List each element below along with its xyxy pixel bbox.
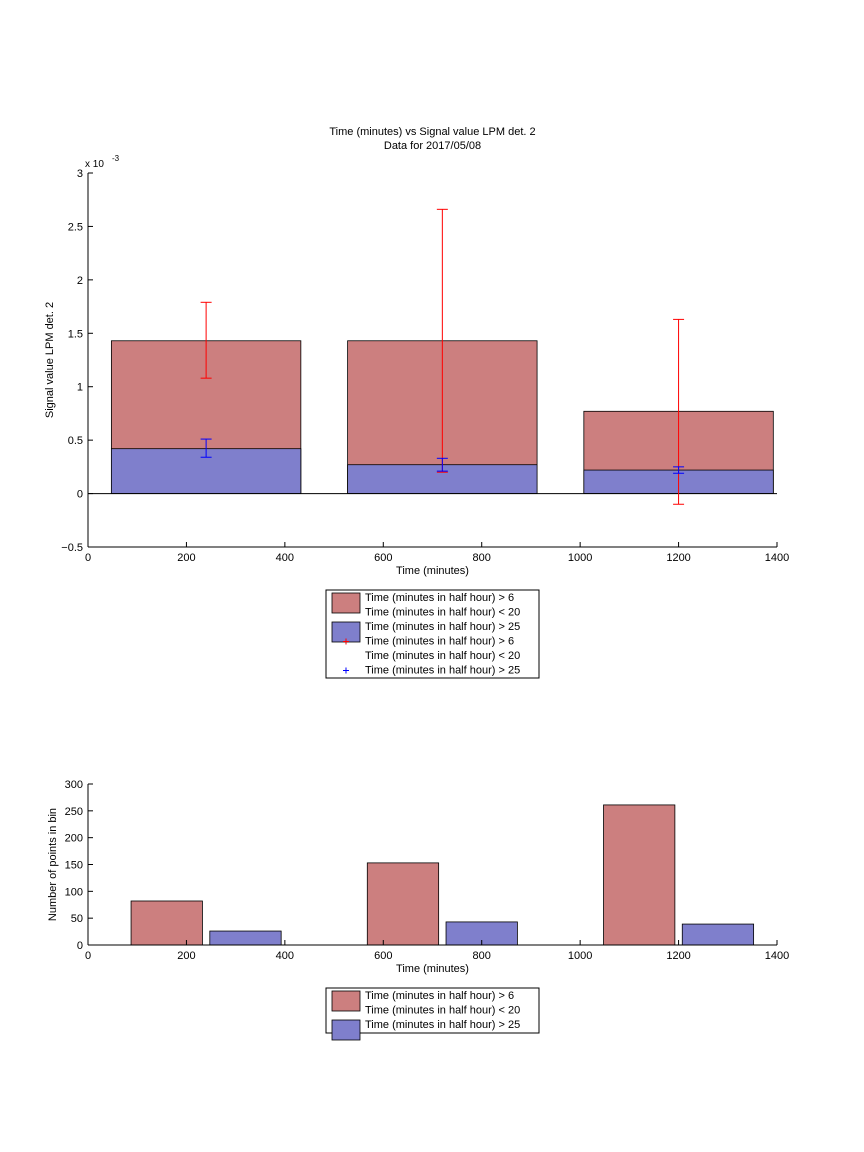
legend-entry: Time (minutes in half hour) > 6 Time (min… [331,592,520,619]
y-axis-label: Signal value LPM det. 2 [44,302,56,418]
legend-entry: Time (minutes in half hour) > 25 [331,1019,520,1041]
y-axis-label: Number of points in bin [47,808,59,921]
y-tick-label: 0 [77,940,83,952]
error-bar-series-2 [200,438,685,474]
y-exponent-power: -3 [112,154,120,163]
chart-title: Time (minutes) vs Signal value LPM det. … [329,126,535,138]
legend-box [325,589,540,679]
y-tick-label: 50 [71,913,83,925]
legend-entry: Time (minutes in half hour) > 25 [331,621,520,643]
bar-series-1 [130,804,676,946]
legend-label: Time (minutes in half hour) > 6 [365,636,514,648]
x-tick-label: 1000 [568,552,592,564]
chart-2: 0 200 400 600 800 1000 1200 1400 0 50 100 150 200 250… [47,779,789,1041]
bar [130,900,203,946]
y-tick-label: 150 [65,860,83,872]
x-tick-label: 1200 [666,950,690,962]
legend-entry: Time (minutes in half hour) > 6 Time (min… [331,990,520,1017]
y-tick-label: 200 [65,833,83,845]
x-tick-label: 0 [85,950,91,962]
x-tick-label: 600 [374,950,392,962]
x-tick-label: 0 [85,552,91,564]
y-tick-label: −0.5 [61,542,83,554]
legend: Time (minutes in half hour) > 6 Time (min… [325,589,540,679]
x-tick-label: 800 [473,552,491,564]
legend-label: Time (minutes in half hour) < 20 [365,650,520,662]
x-tick-label: 1400 [765,552,789,564]
bar [366,862,440,946]
legend-box [325,987,540,1034]
legend-label: Time (minutes in half hour) < 20 [365,607,520,619]
x-tick-label: 200 [177,950,195,962]
bar [209,930,282,946]
legend-entry: Time (minutes in half hour) > 25 [343,665,520,677]
legend-label: Time (minutes in half hour) > 25 [365,665,520,677]
x-axis-label: Time (minutes) [396,565,469,577]
x-tick-label: 800 [473,950,491,962]
y-exponent-label: x 10 [85,159,104,170]
legend-label: Time (minutes in half hour) > 6 [365,592,514,604]
bar-series-2 [209,921,755,946]
y-tick-label: 250 [65,806,83,818]
y-tick-label: 0 [77,489,83,501]
chart-1: Time (minutes) vs Signal value LPM det. … [44,126,789,679]
x-tick-label: 1400 [765,950,789,962]
legend-label: Time (minutes in half hour) < 20 [365,1005,520,1017]
legend-swatch [331,592,361,614]
legend-swatch [331,1019,361,1041]
chart-subtitle: Data for 2017/05/08 [384,140,481,152]
y-tick-label: 300 [65,779,83,791]
x-axis-label: Time (minutes) [396,963,469,975]
bar [681,923,755,946]
x-tick-label: 1200 [666,552,690,564]
legend-label: Time (minutes in half hour) > 25 [365,621,520,633]
x-tick-label: 200 [177,552,195,564]
y-tick-label: 1 [77,382,83,394]
y-tick-label: 3 [77,168,83,180]
legend-entry: Time (minutes in half hour) > 6 Time (min… [343,636,520,662]
x-tick-label: 400 [276,950,294,962]
bar [603,804,676,946]
y-tick-label: 2.5 [68,221,83,233]
legend: Time (minutes in half hour) > 6 Time (min… [325,987,540,1041]
y-tick-label: 0.5 [68,435,83,447]
legend-label: Time (minutes in half hour) > 25 [365,1019,520,1031]
y-tick-label: 100 [65,886,83,898]
x-tick-label: 400 [276,552,294,564]
x-tick-label: 600 [374,552,392,564]
legend-swatch [331,990,361,1012]
y-tick-label: 1.5 [68,328,83,340]
y-tick-label: 2 [77,275,83,287]
x-tick-label: 1000 [568,950,592,962]
legend-label: Time (minutes in half hour) > 6 [365,990,514,1002]
